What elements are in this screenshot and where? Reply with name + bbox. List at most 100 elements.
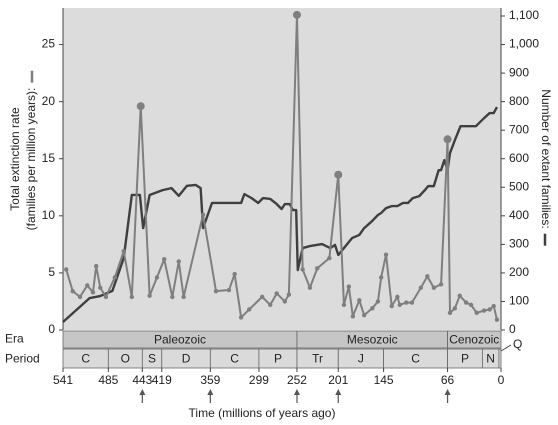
data-point [121, 249, 126, 254]
data-point [395, 294, 400, 300]
data-point [181, 294, 186, 300]
x-tick-label: 66 [441, 373, 455, 387]
data-point [487, 307, 492, 312]
x-tick-label: 359 [200, 373, 220, 387]
data-point [370, 306, 375, 311]
period-name: J [358, 352, 364, 366]
x-tick-label: 299 [249, 373, 269, 387]
period-name: P [274, 352, 282, 366]
y2-tick-label: 100 [509, 294, 529, 308]
data-point [77, 294, 83, 300]
data-point [85, 283, 90, 288]
period-name: P [461, 352, 469, 366]
y2-tick-label: 300 [509, 237, 529, 251]
y2-tick-label: 700 [509, 122, 529, 136]
data-point [361, 312, 367, 318]
data-point [463, 300, 469, 305]
period-name: N [486, 352, 495, 366]
data-point [176, 259, 181, 264]
x-tick-label: 252 [287, 373, 307, 387]
data-point [404, 300, 409, 305]
y2-tick-label: 0 [509, 322, 516, 336]
data-point [112, 275, 118, 280]
data-point [90, 290, 96, 295]
period-name: C [81, 352, 90, 366]
period-leader [500, 344, 512, 352]
data-point [274, 291, 279, 296]
y2-tick-label: 500 [509, 179, 529, 193]
period-label: Period [5, 352, 40, 366]
y-tick-label: 25 [42, 37, 56, 51]
data-point [315, 266, 320, 271]
data-point [292, 10, 301, 19]
x-tick-label: 0 [498, 373, 505, 387]
data-point [397, 302, 402, 308]
arrow-head [335, 389, 342, 395]
period-name: O [121, 352, 130, 366]
y2-tick-label: 1,100 [509, 8, 539, 22]
x-tick-label: 541 [53, 373, 73, 387]
data-point [409, 300, 415, 305]
data-point [389, 303, 394, 309]
data-point [226, 287, 232, 293]
data-point [494, 317, 500, 322]
data-point [64, 267, 69, 272]
y-tick-label: 15 [42, 151, 56, 165]
data-point [170, 294, 175, 300]
data-point [431, 285, 437, 290]
period-name: C [411, 352, 420, 366]
data-point [457, 293, 462, 298]
data-point [147, 293, 152, 298]
data-point [103, 294, 109, 300]
y-tick-label: 0 [48, 322, 55, 336]
data-point [70, 288, 75, 294]
data-point [481, 308, 487, 313]
data-point [474, 310, 479, 316]
period-name: S [148, 352, 156, 366]
data-point [154, 275, 160, 280]
y2-tick-label: 1,000 [509, 37, 539, 51]
data-point [341, 302, 347, 308]
period-name: D [182, 352, 191, 366]
era-label: Era [5, 332, 24, 346]
period-name: C [230, 352, 239, 366]
era-name: Cenozoic [449, 333, 499, 347]
data-point [383, 252, 389, 257]
era-name: Paleozoic [154, 333, 206, 347]
period-name: Tr [312, 352, 323, 366]
data-point [307, 285, 313, 290]
data-point [357, 298, 362, 303]
period-name: Q [513, 337, 522, 351]
x-tick-label: 443 [132, 373, 152, 387]
data-point [378, 275, 384, 280]
data-point [259, 294, 265, 300]
data-point [418, 285, 424, 290]
arrow-head [444, 389, 451, 395]
data-point [286, 292, 292, 297]
data-point [200, 212, 206, 217]
data-point [334, 170, 343, 179]
y2-tick-label: 800 [509, 94, 529, 108]
y-axis-title: (families per million years): [24, 88, 38, 231]
y2-tick-label: 400 [509, 208, 529, 222]
y-tick-label: 10 [42, 208, 56, 222]
data-point [162, 257, 167, 262]
data-point [468, 302, 474, 308]
data-point [247, 307, 252, 312]
y2-tick-label: 900 [509, 65, 529, 79]
data-point [238, 315, 244, 320]
arrow-head [293, 389, 300, 395]
x-tick-label: 419 [152, 373, 172, 387]
arrow-head [207, 389, 214, 395]
data-point [425, 274, 430, 279]
y2-tick-label: 200 [509, 265, 529, 279]
data-point [282, 299, 288, 304]
data-point [346, 284, 351, 289]
data-point [129, 294, 135, 300]
series-line [65, 13, 498, 320]
data-point [447, 310, 453, 316]
x-axis-title: Time (millions of years ago) [189, 406, 336, 420]
data-point [268, 302, 273, 308]
data-point [443, 135, 452, 144]
